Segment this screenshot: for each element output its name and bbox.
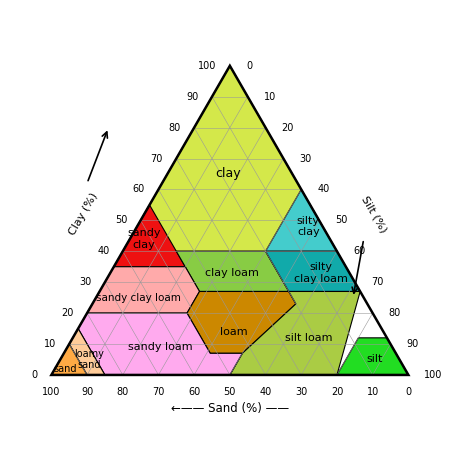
Text: 0: 0	[32, 370, 38, 380]
Text: 20: 20	[331, 388, 343, 397]
Text: 60: 60	[353, 246, 365, 256]
Text: Silt (%): Silt (%)	[360, 194, 389, 234]
Polygon shape	[176, 251, 289, 292]
Text: 60: 60	[133, 184, 145, 194]
Text: silty
clay: silty clay	[297, 216, 320, 238]
Text: 80: 80	[169, 122, 181, 132]
Text: 10: 10	[44, 339, 56, 349]
Text: 70: 70	[371, 277, 383, 287]
Polygon shape	[87, 267, 200, 313]
Text: 50: 50	[335, 215, 347, 225]
Text: loamy
sand: loamy sand	[74, 349, 104, 370]
Text: 10: 10	[264, 92, 276, 102]
Text: 100: 100	[198, 61, 217, 71]
Text: 50: 50	[224, 388, 236, 397]
Text: silt: silt	[366, 354, 383, 364]
Text: 80: 80	[117, 388, 129, 397]
Text: sandy loam: sandy loam	[128, 342, 192, 352]
Text: 70: 70	[152, 388, 164, 397]
Polygon shape	[123, 66, 337, 251]
Text: 50: 50	[115, 215, 127, 225]
Text: clay loam: clay loam	[205, 268, 259, 278]
Text: 100: 100	[424, 370, 443, 380]
Text: 90: 90	[407, 339, 419, 349]
Text: ←—— Sand (%) ——: ←—— Sand (%) ——	[171, 402, 289, 415]
Text: clay: clay	[215, 167, 241, 181]
Text: 40: 40	[317, 184, 329, 194]
Text: 40: 40	[97, 246, 109, 256]
Text: 70: 70	[151, 153, 163, 163]
Text: silt loam: silt loam	[285, 333, 332, 343]
Text: 10: 10	[366, 388, 379, 397]
Text: 40: 40	[259, 388, 272, 397]
Text: sandy
clay: sandy clay	[128, 228, 161, 250]
Polygon shape	[230, 292, 360, 375]
Text: 80: 80	[389, 308, 401, 318]
Text: 30: 30	[295, 388, 307, 397]
Polygon shape	[265, 189, 337, 251]
Text: loam: loam	[219, 327, 247, 337]
Text: 20: 20	[282, 122, 294, 132]
Polygon shape	[51, 344, 87, 375]
Text: 30: 30	[79, 277, 91, 287]
Text: Clay (%): Clay (%)	[67, 191, 100, 237]
Text: 90: 90	[81, 388, 93, 397]
Polygon shape	[187, 292, 296, 353]
Polygon shape	[78, 313, 242, 375]
Text: 0: 0	[405, 388, 411, 397]
Polygon shape	[114, 205, 185, 267]
Text: silty
clay loam: silty clay loam	[294, 262, 348, 284]
Text: 60: 60	[188, 388, 201, 397]
Polygon shape	[337, 338, 409, 375]
Text: 0: 0	[246, 61, 252, 71]
Text: sandy clay loam: sandy clay loam	[96, 293, 181, 303]
Text: 30: 30	[300, 153, 312, 163]
Polygon shape	[265, 251, 360, 292]
Text: 100: 100	[42, 388, 61, 397]
Text: 90: 90	[186, 92, 199, 102]
Text: sand: sand	[54, 364, 77, 374]
Text: 20: 20	[61, 308, 73, 318]
Polygon shape	[69, 329, 105, 375]
